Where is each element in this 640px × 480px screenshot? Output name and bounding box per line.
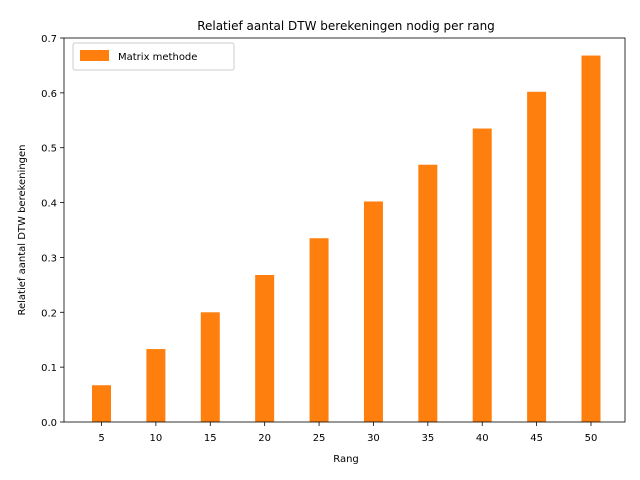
bar: [418, 164, 438, 422]
bar: [200, 312, 220, 422]
y-axis-label: Relatief aantal DTW berekeningen: [17, 144, 28, 315]
y-tick-label: 0.6: [41, 89, 57, 100]
x-tick-label: 15: [204, 433, 217, 444]
x-tick-label: 5: [98, 433, 104, 444]
y-tick-label: 0.0: [41, 418, 57, 429]
bar: [92, 385, 111, 422]
x-tick-label: 45: [530, 433, 543, 444]
plot-frame: [63, 37, 626, 423]
y-tick-label: 0.1: [41, 363, 57, 374]
bar: [472, 128, 492, 422]
bar: [363, 201, 383, 422]
x-tick-label: 10: [150, 433, 163, 444]
bar: [255, 274, 275, 422]
bars-group: [92, 55, 601, 422]
chart-title: Relatief aantal DTW berekeningen nodig p…: [197, 19, 495, 33]
x-axis-ticks: 5 10 15 20 25 30 35 40 45 50: [98, 422, 597, 444]
y-tick-label: 0.4: [41, 199, 57, 210]
x-tick-label: 50: [585, 433, 598, 444]
legend-label: Matrix methode: [118, 52, 197, 63]
x-tick-label: 40: [476, 433, 489, 444]
bar: [527, 91, 547, 422]
x-axis-label: Rang: [333, 454, 359, 465]
x-tick-label: 30: [367, 433, 380, 444]
x-tick-label: 20: [258, 433, 271, 444]
legend-swatch: [80, 50, 109, 61]
bar: [581, 55, 601, 422]
y-axis-ticks: 0.0 0.1 0.2 0.3 0.4 0.5 0.6 0.7: [41, 34, 64, 429]
legend: Matrix methode: [72, 42, 235, 71]
y-tick-label: 0.3: [41, 253, 57, 264]
y-tick-label: 0.2: [41, 308, 57, 319]
x-tick-label: 35: [421, 433, 434, 444]
y-tick-label: 0.7: [41, 34, 57, 45]
legend-box: [72, 42, 235, 71]
y-tick-label: 0.5: [41, 144, 57, 155]
bar: [309, 238, 329, 422]
bar: [146, 349, 166, 422]
x-tick-label: 25: [313, 433, 326, 444]
